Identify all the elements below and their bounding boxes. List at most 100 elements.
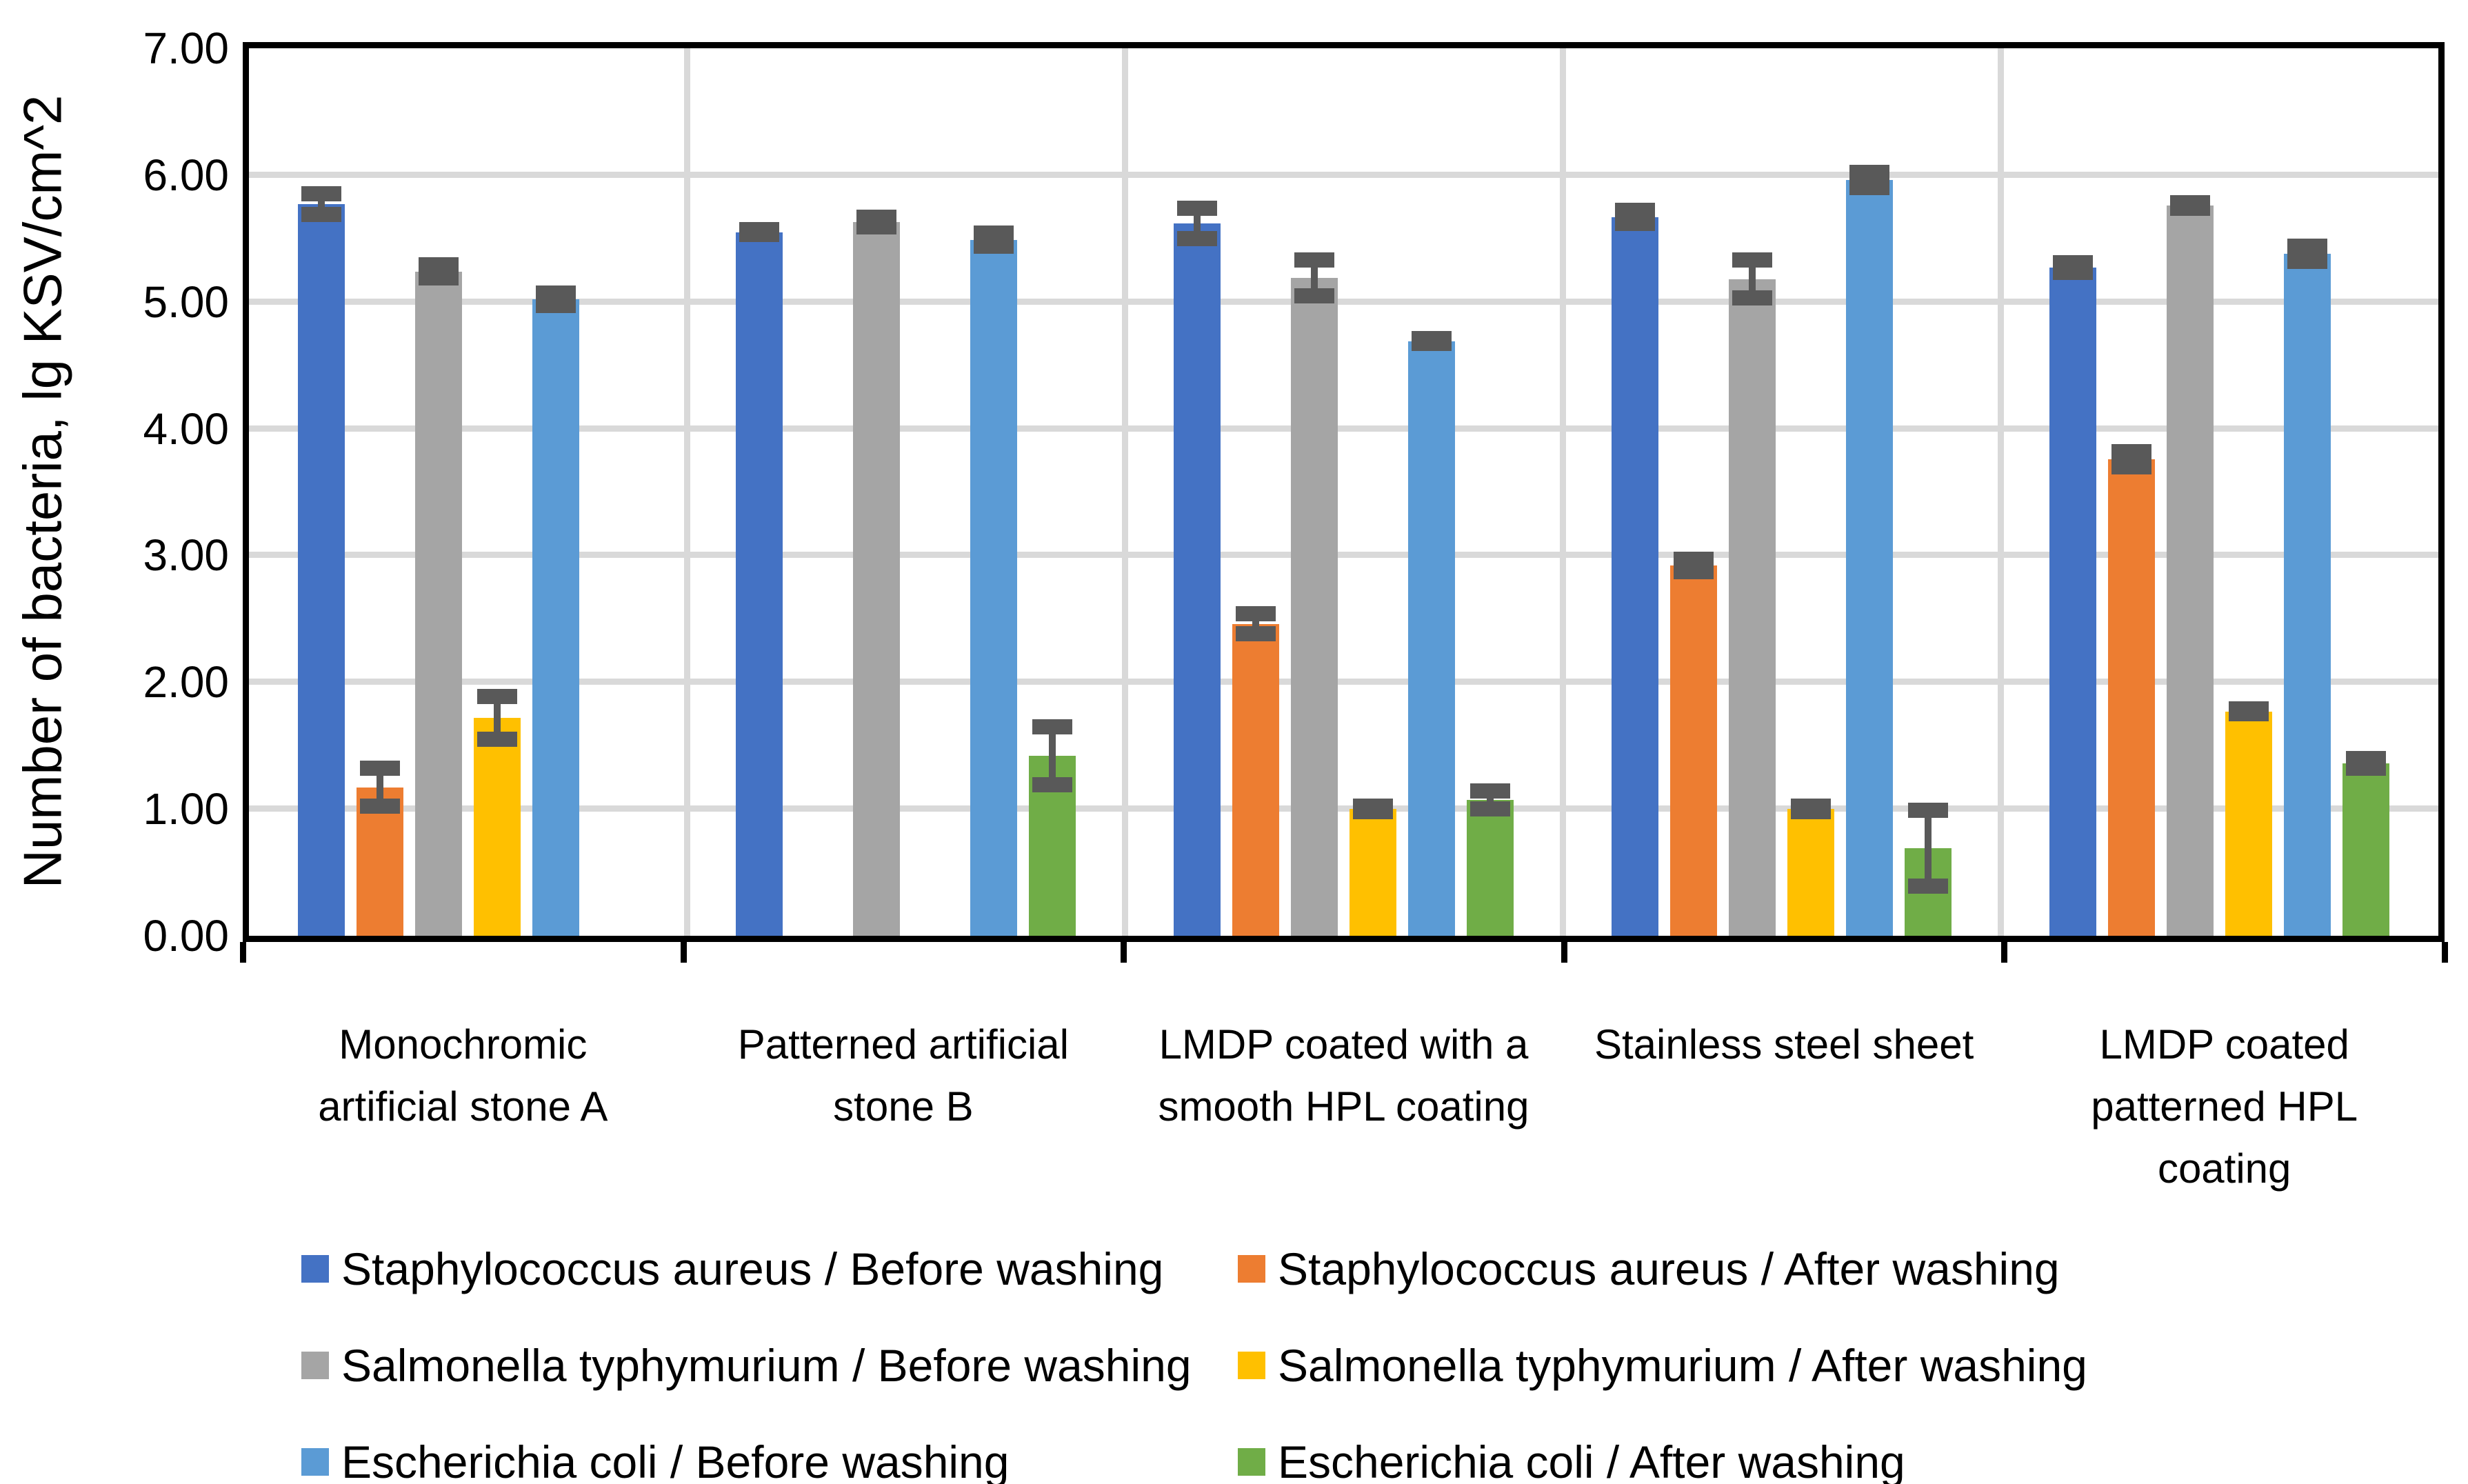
bar [1729,279,1776,936]
error-bar-cap [419,270,459,285]
legend-item: Escherichia coli / After washing [1238,1434,1905,1484]
error-bar-cap [1615,215,1655,231]
bar [415,271,462,936]
category-label: Monochromic artificial stone A [318,1021,608,1130]
error-bar [377,768,383,807]
legend-swatch [301,1255,329,1283]
legend-label: Staphylococcus aureus / Before washing [341,1243,1164,1294]
legend-label: Salmonella typhymurium / Before washing [341,1340,1192,1391]
bar [2284,253,2331,936]
gridline-vertical [684,48,690,936]
error-bar-cap [301,206,341,222]
error-bar-cap [1470,783,1510,799]
x-axis-tick [1561,942,1567,963]
error-bar-cap [1674,551,1714,567]
error-bar [1487,791,1494,810]
error-bar [1311,260,1318,296]
error-bar-cap [1032,719,1072,734]
legend-item: Staphylococcus aureus / Before washing [301,1241,1163,1296]
gridline-horizontal [249,805,2438,812]
error-bar-cap [419,257,459,273]
error-bar-cap [1236,606,1276,621]
error-bar [1749,260,1756,299]
y-tick-label: 3.00 [143,530,229,581]
x-axis-tick [2001,942,2008,963]
legend-item: Staphylococcus aureus / After washing [1238,1241,2060,1296]
y-tick-label: 6.00 [143,150,229,200]
error-bar-cap [1412,336,1452,352]
bar [474,717,521,936]
legend-swatch [301,1448,329,1476]
error-bar-cap [1294,252,1334,268]
bar [2049,268,2096,936]
error-bar-cap [1791,803,1831,819]
bar [853,221,900,936]
error-bar-cap [2111,443,2151,459]
error-bar-cap [2287,253,2327,269]
legend-item: Salmonella typhymurium / Before washing [301,1338,1192,1393]
error-bar [2304,245,2311,261]
error-bar-cap [1177,200,1217,216]
error-bar-cap [1177,230,1217,246]
error-bar [1866,172,1873,188]
legend-swatch [1238,1352,1265,1379]
error-bar-cap [2346,761,2386,776]
error-bar-cap [536,285,576,301]
error-bar-cap [974,238,1014,254]
error-bar-cap [1674,564,1714,580]
gridline-horizontal [249,425,2438,432]
bar [970,239,1017,936]
category-label: LMDP coated patterned HPL coating [2091,1021,2358,1192]
error-bar-cap [1849,180,1889,196]
category-label: Patterned artificial stone B [737,1021,1069,1130]
error-bar-cap [360,761,400,776]
legend-item: Escherichia coli / Before washing [301,1434,1009,1484]
error-bar-cap [536,298,576,314]
legend-label: Escherichia coli / Before washing [341,1436,1010,1484]
gridline-horizontal [249,171,2438,178]
error-bar-cap [1908,802,1948,818]
bar [1612,217,1658,936]
gridline-horizontal [249,679,2438,685]
error-bar [494,696,501,739]
x-axis-tick [2442,942,2448,963]
gridline-vertical [1998,48,2004,936]
error-bar-cap [2111,459,2151,474]
bar [1291,277,1338,936]
error-bar-cap [477,688,517,704]
bar [1232,623,1279,936]
bar [298,204,345,936]
y-tick-label: 2.00 [143,657,229,708]
legend-label: Staphylococcus aureus / After washing [1278,1243,2060,1294]
bar [1787,809,1834,936]
error-bar-cap [974,225,1014,241]
error-bar-cap [1732,290,1772,306]
plot-area [243,42,2445,942]
bar [1670,565,1717,936]
error-bar-cap [1353,803,1393,819]
error-bar-cap [856,219,896,235]
bar [2108,459,2155,936]
error-bar-cap [1032,777,1072,793]
x-axis-tick [1121,942,1127,963]
gridline-vertical [1122,48,1128,936]
x-axis-tick [240,942,246,963]
error-bar [1194,208,1201,239]
error-bar-cap [2170,200,2210,216]
category-label: Stainless steel sheet [1594,1021,1974,1067]
legend-label: Escherichia coli / After washing [1278,1436,1905,1484]
bar [736,232,783,936]
gridline-vertical [1560,48,1566,936]
error-bar-cap [477,732,517,748]
bar [2167,205,2214,936]
category-label: LMDP coated with a smooth HPL coating [1158,1021,1529,1130]
error-bar-cap [1470,801,1510,817]
bar [2225,711,2272,936]
bar [1467,800,1514,936]
error-bar [2128,451,2135,467]
bar [2342,763,2389,936]
bar [1174,223,1221,936]
bar [1350,809,1396,936]
error-bar [1252,614,1259,634]
